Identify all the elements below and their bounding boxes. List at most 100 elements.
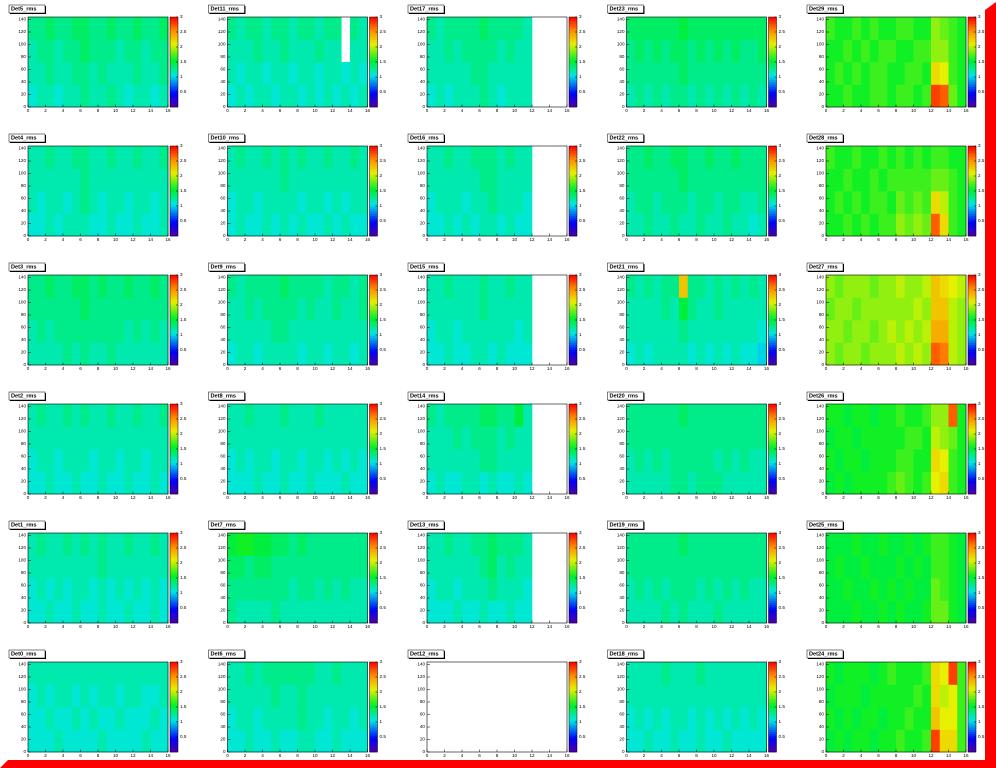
heat-cell [323, 62, 333, 85]
heat-cell [159, 707, 169, 730]
palette-step [170, 360, 178, 364]
palette-step [369, 344, 378, 348]
heat-cell [852, 684, 862, 708]
x-tick-label: 12 [330, 753, 336, 758]
heat-cell [749, 600, 759, 624]
heat-cell [262, 600, 272, 624]
heat-cell [350, 533, 360, 556]
heat-cell [749, 471, 759, 495]
z-tick-label: 0.5 [380, 347, 387, 352]
heat-cell [280, 578, 290, 601]
heat-cell [661, 555, 671, 579]
y-tick-label: 0 [821, 749, 824, 754]
heat-cell [523, 84, 533, 108]
x-tick-label: 0 [426, 108, 429, 113]
heat-cell [71, 146, 81, 169]
palette-step [768, 682, 777, 685]
heat-cell [133, 297, 143, 321]
x-tick-label: 2 [244, 237, 247, 242]
heat-cell [479, 555, 489, 579]
heat-cell [861, 191, 871, 214]
palette-step [968, 200, 976, 203]
heat-cell [80, 729, 90, 753]
palette-step [569, 553, 577, 556]
heat-cell [523, 275, 533, 298]
y-tick-label: 120 [218, 287, 226, 292]
heat-cell [687, 729, 697, 753]
y-tick-label: 0 [422, 233, 425, 238]
palette-step [369, 480, 378, 484]
palette-step [968, 351, 976, 355]
heat-cell [939, 471, 949, 495]
palette-step [569, 580, 577, 583]
x-tick-label: 4 [860, 495, 863, 500]
heat-cell [488, 449, 498, 472]
heat-cell [159, 449, 169, 472]
chart-title: Det10_rms [211, 136, 240, 142]
heat-cell [358, 449, 368, 472]
palette-step [170, 358, 178, 361]
x-tick-label: 8 [296, 753, 299, 758]
y-tick-label: 120 [18, 674, 26, 679]
palette-step [569, 564, 577, 568]
palette-step [768, 170, 777, 174]
heat-cell [514, 213, 524, 237]
palette-step [569, 578, 577, 581]
palette-step [768, 35, 777, 38]
heat-cell [479, 168, 489, 192]
heat-cell [479, 471, 489, 495]
heat-cell [89, 39, 99, 63]
heat-cell [514, 555, 524, 579]
palette-step [768, 584, 777, 588]
palette-step [369, 738, 378, 742]
heat-cell [470, 404, 480, 427]
heat-cell [514, 275, 524, 298]
palette-step [569, 146, 577, 149]
heat-cell [626, 168, 636, 192]
heat-cell [306, 39, 316, 63]
palette-step [369, 467, 378, 470]
heat-cell [904, 17, 914, 40]
palette-step [170, 104, 178, 108]
z-tick-label: 0.5 [380, 605, 387, 610]
palette-step [968, 410, 976, 414]
heat-cell [98, 426, 108, 450]
heat-cell [106, 62, 116, 85]
palette-step [569, 469, 577, 472]
heat-cell [98, 555, 108, 579]
heat-cell [427, 146, 437, 169]
palette-step [170, 569, 178, 572]
y-tick-label: 20 [819, 350, 825, 355]
heat-cell [63, 426, 73, 450]
palette-step [170, 302, 178, 305]
heat-cell [687, 213, 697, 237]
heat-cell [852, 84, 862, 108]
heat-cell [488, 275, 498, 298]
heat-cell [271, 449, 281, 472]
x-tick-label: 14 [946, 624, 952, 629]
palette-step [170, 86, 178, 90]
palette-step [170, 535, 178, 538]
heat-cell [714, 662, 724, 685]
heat-cell [253, 533, 263, 556]
x-tick-label: 4 [660, 624, 663, 629]
y-tick-label: 140 [417, 533, 425, 538]
heat-cell [253, 297, 263, 321]
heat-cell [227, 297, 237, 321]
heat-cell [644, 62, 654, 85]
heat-cell [115, 684, 125, 708]
palette-step [369, 326, 378, 330]
palette-step [569, 489, 577, 493]
heat-cell [45, 213, 55, 237]
palette-step [968, 37, 976, 40]
palette-step [170, 275, 178, 278]
z-tick-label: 0.5 [978, 347, 985, 352]
heat-cell [696, 39, 706, 63]
heat-cell [670, 297, 680, 321]
heat-cell [852, 275, 862, 298]
palette-step [369, 80, 378, 83]
palette-step [569, 91, 577, 94]
x-tick-label: 16 [365, 366, 371, 371]
x-tick-label: 14 [347, 237, 353, 242]
palette-step [968, 302, 976, 305]
